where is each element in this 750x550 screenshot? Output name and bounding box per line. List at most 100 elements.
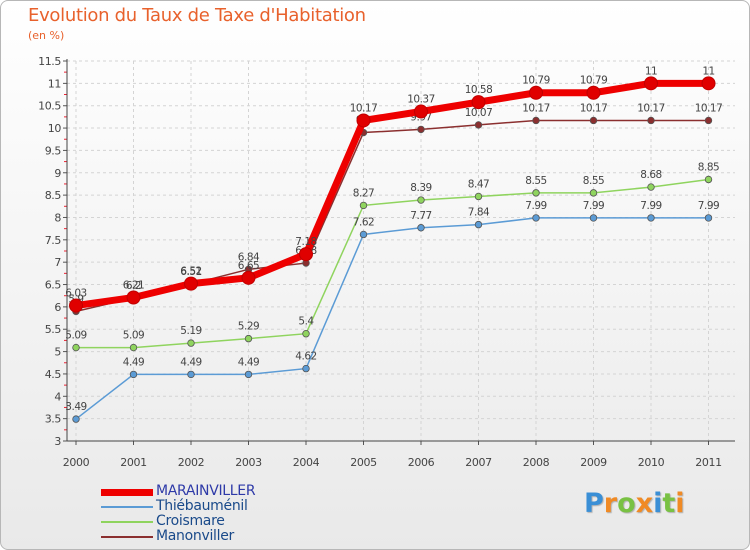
proxiti-logo: Proxiti <box>584 488 685 519</box>
data-label-croismare: 5.4 <box>298 316 314 328</box>
data-point-croismare <box>647 183 655 191</box>
data-label-croismare: 5.09 <box>65 330 86 342</box>
y-tick-label: 4 <box>54 390 61 403</box>
logo-letter: r <box>603 488 618 519</box>
data-point-marainviller <box>126 290 141 305</box>
data-label-thiebaumenil: 4.49 <box>180 356 201 368</box>
legend-swatch-croismare <box>101 521 153 523</box>
chart-unit-label: (en %) <box>28 29 65 42</box>
data-point-croismare <box>187 339 195 347</box>
data-point-marainviller <box>356 113 371 128</box>
data-label-croismare: 5.09 <box>123 330 144 342</box>
x-tick-label: 2001 <box>120 456 146 469</box>
data-point-marainviller <box>69 298 83 313</box>
data-point-thiebaumenil <box>244 370 253 379</box>
x-tick-label: 2008 <box>523 456 550 469</box>
legend-swatch-thiebaumenil <box>101 506 153 508</box>
data-label-marainviller: 10.58 <box>465 84 493 96</box>
y-tick-label: 9 <box>54 167 61 180</box>
data-point-croismare <box>417 196 425 204</box>
data-point-manonviller <box>704 116 713 125</box>
data-label-croismare: 8.68 <box>640 169 661 181</box>
data-label-marainviller: 7.18 <box>295 236 316 248</box>
data-point-manonviller <box>647 116 655 125</box>
chart-title: Evolution du Taux de Taxe d'Habitation <box>28 5 366 26</box>
data-label-thiebaumenil: 7.99 <box>525 200 546 212</box>
data-point-manonviller <box>589 116 598 125</box>
y-tick-label: 7.5 <box>45 234 62 247</box>
data-label-croismare: 8.85 <box>698 161 719 173</box>
series-line-marainviller <box>72 79 712 310</box>
data-label-marainviller: 10.79 <box>580 75 608 87</box>
x-tick-label: 2000 <box>63 456 90 469</box>
data-point-marainviller <box>529 85 543 100</box>
data-point-thiebaumenil <box>704 214 713 222</box>
data-label-croismare: 8.39 <box>410 182 431 194</box>
data-point-thiebaumenil <box>474 220 483 229</box>
y-tick-label: 11 <box>48 77 61 90</box>
y-tick-label: 5.5 <box>45 323 62 336</box>
logo-letter: x <box>635 488 654 519</box>
data-label-manonviller: 10.17 <box>580 102 608 114</box>
x-tick-label: 2006 <box>408 456 435 469</box>
data-point-manonviller <box>532 116 540 125</box>
y-tick-label: 8 <box>54 211 61 224</box>
data-point-croismare <box>129 343 138 352</box>
y-tick-label: 10 <box>48 122 62 135</box>
data-label-manonviller: 6.51 <box>180 266 201 278</box>
data-label-thiebaumenil: 7.99 <box>640 200 661 212</box>
data-label-manonviller: 10.17 <box>637 102 665 114</box>
legend-swatch-manonviller <box>101 536 153 538</box>
x-tick-label: 2011 <box>695 456 721 469</box>
series-line-manonviller <box>75 119 709 313</box>
data-label-thiebaumenil: 7.77 <box>410 210 431 222</box>
data-label-manonviller: 10.17 <box>522 102 550 114</box>
line-chart: 3 3.5 4 4.5 5 5.5 6 6.5 7 7.5 8 8.5 9 9.5 10 10.5 11 11.5… <box>38 55 735 469</box>
data-label-marainviller: 10.17 <box>350 102 378 114</box>
data-point-thiebaumenil <box>129 370 138 379</box>
legend-swatch-marainviller <box>101 489 153 496</box>
data-label-croismare: 5.19 <box>180 325 201 337</box>
x-tick-label: 2003 <box>235 456 262 469</box>
x-tick-label: 2009 <box>580 456 607 469</box>
data-label-thiebaumenil: 4.49 <box>123 356 144 368</box>
y-tick-label: 4.5 <box>45 368 62 381</box>
data-label-thiebaumenil: 7.99 <box>583 200 604 212</box>
data-label-marainviller: 11 <box>702 65 714 77</box>
data-label-manonviller: 6.84 <box>238 251 260 263</box>
data-label-marainviller: 10.37 <box>407 94 435 106</box>
x-tick-label: 2007 <box>465 456 492 469</box>
data-label-marainviller: 10.79 <box>522 75 550 87</box>
data-label-thiebaumenil: 4.62 <box>295 351 316 363</box>
data-point-thiebaumenil <box>302 364 310 373</box>
legend-label-marainviller: MARAINVILLER <box>156 483 256 499</box>
data-point-croismare <box>532 189 540 197</box>
y-tick-label: 3.5 <box>45 413 62 426</box>
data-label-croismare: 8.55 <box>525 175 546 187</box>
data-point-thiebaumenil <box>417 224 425 232</box>
data-label-manonviller: 10.17 <box>695 102 723 114</box>
logo-letter: o <box>617 488 636 519</box>
x-tick-label: 2010 <box>638 456 665 469</box>
data-point-marainviller <box>184 276 198 291</box>
y-tick-label: 8.5 <box>45 189 62 202</box>
data-point-manonviller <box>417 125 425 134</box>
y-tick-label: 7 <box>54 256 61 269</box>
data-point-marainviller <box>299 247 313 262</box>
data-point-marainviller <box>644 76 658 91</box>
data-label-manonviller: 10.07 <box>465 107 493 119</box>
data-point-thiebaumenil <box>359 230 368 239</box>
legend-label-manonviller: Manonviller <box>156 528 234 544</box>
data-point-thiebaumenil <box>532 214 540 222</box>
data-point-croismare <box>589 189 598 197</box>
y-tick-label: 9.5 <box>45 144 62 157</box>
data-point-croismare <box>359 201 368 210</box>
x-tick-label: 2002 <box>178 456 204 469</box>
series-line-thiebaumenil <box>75 217 709 420</box>
data-label-thiebaumenil: 7.99 <box>698 200 719 212</box>
data-label-marainviller: 11 <box>645 65 657 77</box>
y-tick-label: 3 <box>54 435 61 448</box>
y-tick-label: 10.5 <box>38 100 61 113</box>
y-tick-label: 6 <box>54 301 61 314</box>
data-label-croismare: 8.47 <box>468 178 489 190</box>
